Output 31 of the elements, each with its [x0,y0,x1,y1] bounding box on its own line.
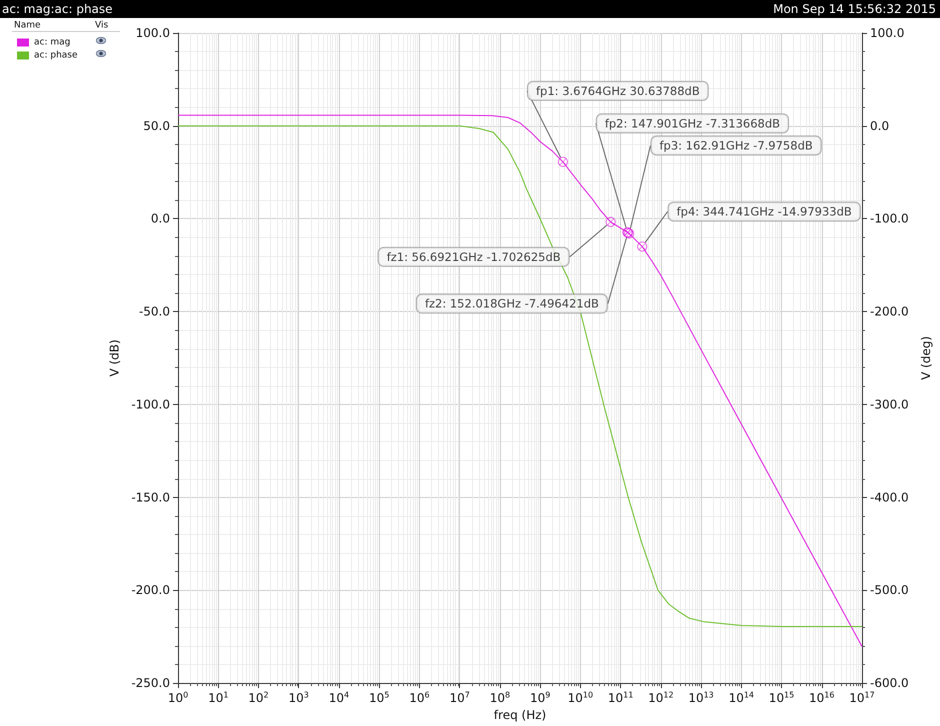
annotation: fp2: 147.901GHz -7.313668dB [604,116,780,130]
y2-tick-label: -300.0 [870,397,909,412]
annotation: fz1: 56.6921GHz -1.702625dB [386,250,561,264]
legend-label: ac: mag [34,38,70,48]
y-tick-label: -50.0 [138,304,170,319]
y-tick-label: -100.0 [131,397,170,412]
y-axis-title: V (dB) [107,339,122,377]
text: Vis [95,20,108,30]
y-tick-label: -250.0 [131,676,170,690]
y-tick-label: 50.0 [143,118,170,133]
legend-label: ac: phase [34,50,78,60]
y2-tick-label: -600.0 [870,676,909,690]
y2-tick-label: -200.0 [870,304,909,319]
y2-tick-label: -500.0 [870,583,909,598]
y2-tick-label: -400.0 [870,490,909,504]
text: Mon Sep 14 15:56:32 2015 [773,1,936,18]
y-tick-label: 0.0 [150,212,170,226]
y2-tick-label: 100.0 [870,26,904,40]
y-tick-label: -200.0 [131,583,170,598]
y2-tick-label: -100.0 [870,212,909,226]
annotation: fp3: 162.91GHz -7.9758dB [659,138,813,153]
x-axis-title: freq (Hz) [494,708,546,722]
y2-tick-label: 0.0 [870,118,890,133]
y-tick-label: 100.0 [136,26,170,40]
text: Name [14,20,42,30]
annotation: fp1: 3.6764GHz 30.63788dB [536,84,700,98]
y2-axis-title: V (deg) [919,336,933,380]
annotation: fz2: 152.018GHz -7.496421dB [424,296,599,311]
annotation: fp4: 344.741GHz -14.97933dB [676,204,852,219]
y-tick-label: -150.0 [131,490,170,504]
text: ac: mag:ac: phase [2,1,113,18]
